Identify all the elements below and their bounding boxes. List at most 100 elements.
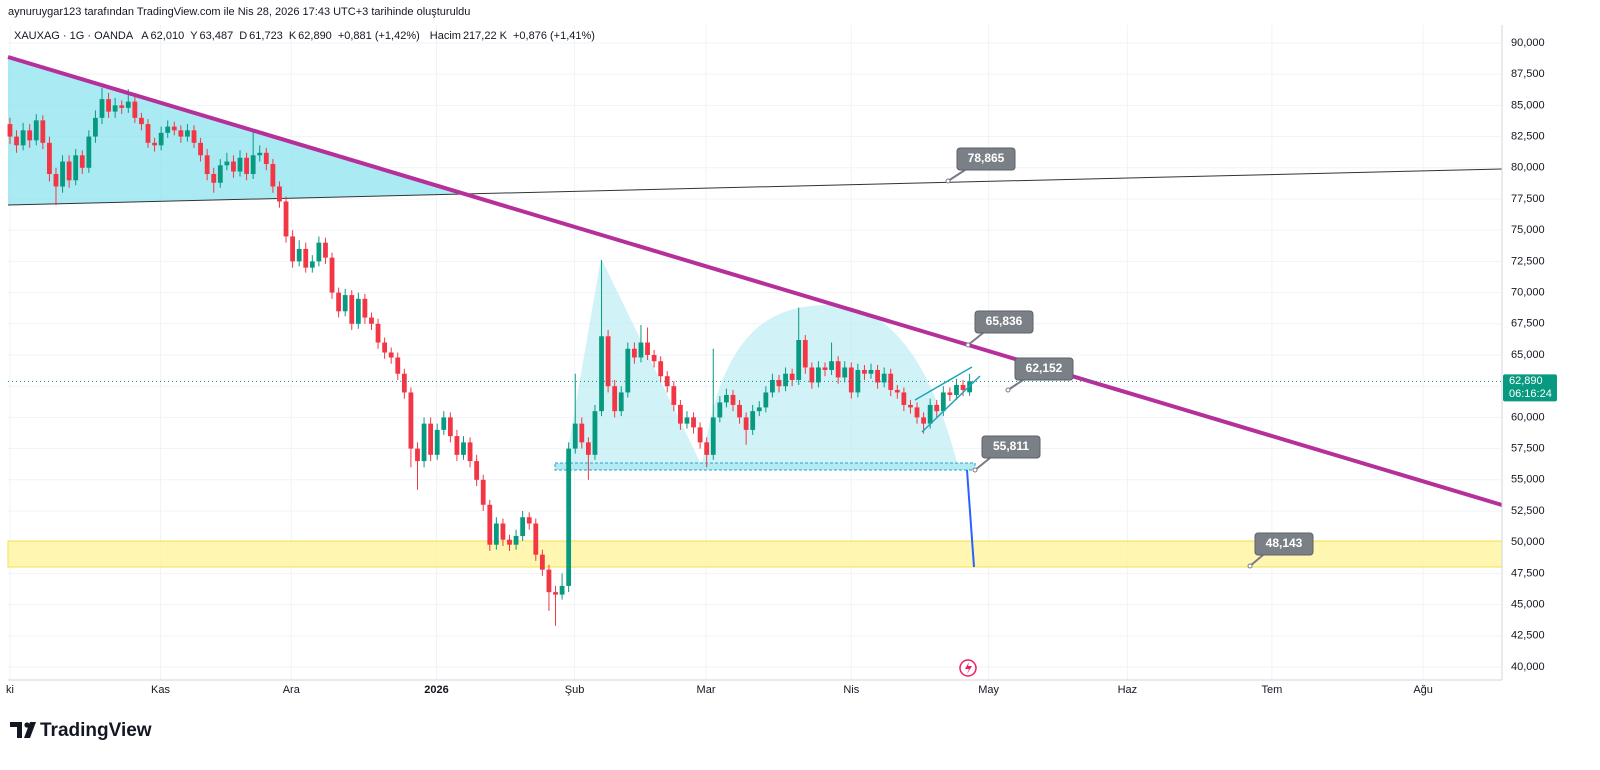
callout-pointer	[974, 457, 991, 471]
callout-label: 78,865	[968, 151, 1005, 165]
candle-body	[415, 448, 420, 462]
candle-body	[7, 124, 13, 137]
ohlc-value: 62,890	[298, 30, 332, 42]
candle-body	[566, 448, 572, 586]
trend-line	[7, 168, 1503, 206]
y-tick-label: 55,000	[1511, 474, 1545, 486]
candle-body	[585, 442, 591, 455]
y-tick-label: 60,000	[1511, 411, 1545, 423]
callout-box	[1254, 532, 1314, 556]
callout-box	[981, 435, 1041, 459]
candle-body	[125, 101, 131, 108]
y-tick-label: 90,000	[1511, 37, 1545, 49]
candle-body	[231, 161, 236, 172]
candle-body	[119, 105, 125, 108]
candle-body	[612, 386, 618, 412]
ohlc-value: 62,010	[151, 30, 185, 42]
candle-body	[86, 136, 92, 168]
callout-point	[1005, 387, 1011, 393]
candle-body	[901, 392, 907, 405]
x-tick-label: Ara	[283, 684, 301, 696]
candle-body	[290, 236, 296, 262]
brand-name: TradingView	[40, 720, 152, 741]
symbol: XAUXAG · 1G · OANDA	[14, 30, 134, 42]
wedge-line	[921, 375, 981, 433]
credit: aynuruygar123 tarafından TradingView.com…	[8, 6, 470, 18]
candle-body	[625, 348, 631, 393]
candle-body	[47, 142, 52, 175]
candle-body	[730, 394, 736, 405]
candle-body	[677, 404, 683, 424]
candle-body	[270, 164, 276, 187]
candle-body	[158, 132, 164, 146]
y-tick-label: 65,000	[1511, 349, 1545, 361]
x-tick-label: Mar	[697, 684, 716, 696]
candle-body	[395, 357, 401, 374]
candle-body	[198, 142, 203, 156]
x-tick-label: Şub	[565, 684, 585, 696]
candle-body	[927, 404, 933, 424]
candle-body	[638, 342, 644, 358]
candle-body	[960, 384, 966, 390]
candle-body	[185, 130, 190, 137]
candle-body	[651, 354, 657, 362]
candle-body	[487, 504, 493, 545]
candle-body	[277, 186, 282, 202]
candle-body	[658, 361, 664, 377]
candle-body	[171, 126, 177, 131]
candle-body	[599, 336, 604, 412]
candle-body	[888, 373, 894, 390]
candle-body	[875, 369, 880, 383]
volume-change: +0,876 (+1,41%)	[513, 30, 595, 42]
x-tick-label: ki	[6, 684, 14, 696]
y-tick-label: 82,500	[1511, 130, 1545, 142]
candle-body	[60, 161, 65, 187]
ohlc-key: K	[289, 30, 297, 42]
candle-body	[342, 295, 348, 312]
candle-body	[93, 117, 98, 137]
candle-body	[500, 523, 506, 540]
annotations: 78,865 65,836 62,152 55,811 48,143	[945, 147, 1314, 569]
candle-body	[33, 120, 39, 141]
candle-body	[401, 373, 407, 393]
candle-body	[461, 442, 466, 455]
candle-body	[507, 539, 512, 545]
candle-body	[250, 155, 256, 175]
candle-body	[842, 367, 848, 378]
candle-body	[362, 298, 368, 318]
candle-body	[921, 417, 926, 424]
candle-body	[520, 517, 526, 536]
candle-body	[697, 427, 703, 443]
callout-label: 62,152	[1026, 361, 1063, 375]
candle-body	[724, 394, 729, 403]
candle-body	[605, 336, 611, 387]
y-tick-label: 72,500	[1511, 255, 1545, 267]
x-tick-label: 2026	[424, 684, 448, 696]
candle-body	[441, 417, 447, 430]
candle-body	[533, 523, 539, 555]
candle-body	[645, 342, 650, 355]
x-tick-label: May	[978, 684, 999, 696]
callout-point	[945, 178, 951, 184]
y-tick-label: 70,000	[1511, 286, 1545, 298]
candle-body	[579, 423, 585, 443]
candle-body	[954, 384, 959, 395]
candle-body	[145, 124, 151, 143]
candle-body	[191, 130, 197, 143]
ohlc-value: 61,723	[249, 30, 283, 42]
candle-body	[474, 461, 480, 480]
callout-box	[1014, 357, 1074, 381]
candle-body	[763, 392, 769, 408]
candle-body	[664, 376, 670, 387]
candle-body	[408, 392, 414, 449]
candle-body	[165, 126, 171, 133]
candle-body	[848, 367, 854, 393]
candle-body	[539, 554, 545, 570]
candle-body	[710, 417, 716, 455]
last-price-box	[1503, 374, 1557, 402]
y-tick-label: 42,500	[1511, 630, 1545, 642]
x-tick-label: Tem	[1262, 684, 1283, 696]
callout-label: 55,811	[993, 439, 1029, 453]
candle-body	[592, 411, 598, 455]
y-tick-label: 47,500	[1511, 567, 1545, 579]
